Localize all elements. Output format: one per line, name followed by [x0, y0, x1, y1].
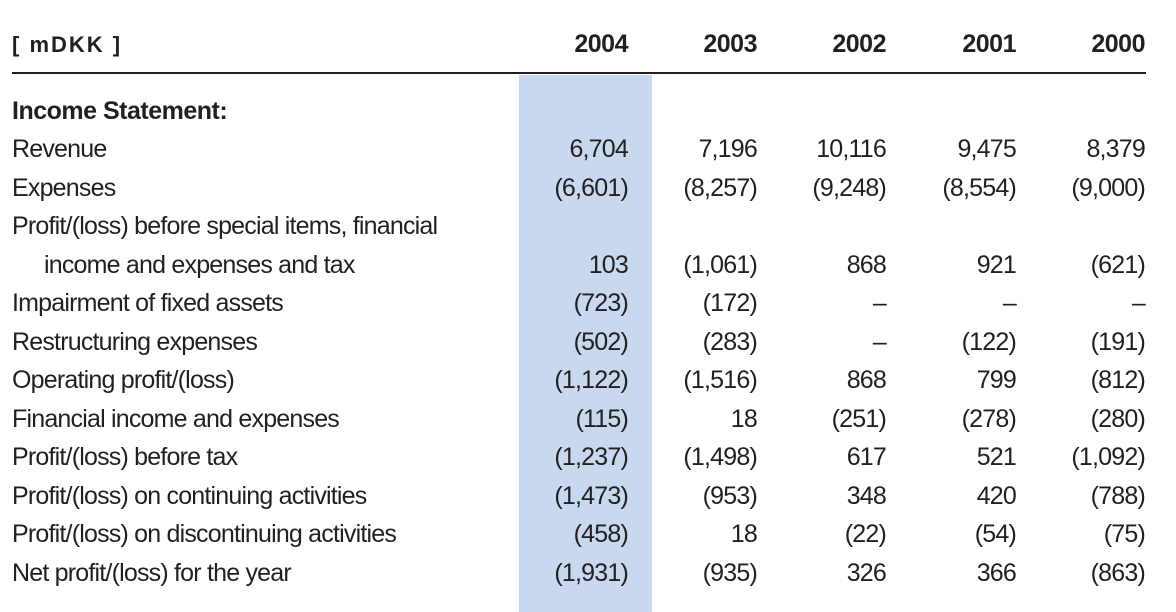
cell-2003: (8,257): [683, 173, 757, 202]
cell-2002: 10,116: [816, 135, 887, 163]
cell-2001: (278): [961, 404, 1017, 433]
table-header: [ mDKK ] 2004 2003 2002 2001 2000: [0, 30, 1176, 66]
cell-2002: –: [872, 289, 887, 317]
cell-2000: 8,379: [1086, 135, 1145, 163]
cell-2004: (1,122): [554, 366, 628, 394]
table-row: Profit/(loss) before special items, fina…: [0, 207, 1176, 245]
cell-2004: (1,473): [554, 481, 628, 510]
header-divider: [12, 72, 1146, 74]
cell-2004: 6,704: [569, 135, 628, 163]
cell-2003: 7,196: [698, 135, 757, 163]
row-label: Profit/(loss) on continuing activities: [12, 481, 367, 510]
cell-2001: (122): [961, 327, 1017, 356]
year-header-2000: 2000: [1091, 30, 1145, 58]
cell-2000: (280): [1090, 404, 1146, 433]
cell-2002: 348: [846, 481, 887, 510]
cell-2001: –: [1002, 289, 1017, 317]
cell-2004: (6,601): [554, 173, 628, 202]
cell-2002: (9,248): [812, 173, 886, 202]
cell-2003: (953): [702, 481, 758, 510]
cell-2000: (9,000): [1071, 173, 1145, 202]
current-year-highlight: [519, 75, 652, 612]
cell-2002: 617: [846, 443, 887, 471]
row-label: Expenses: [12, 173, 116, 202]
cell-2000: –: [1131, 289, 1146, 317]
cell-2002: 326: [846, 558, 887, 587]
cell-2000: (75): [1103, 520, 1146, 548]
cell-2002: 868: [846, 366, 887, 394]
cell-2003: (1,498): [683, 443, 757, 471]
cell-2001: 521: [976, 443, 1017, 471]
year-header-2001: 2001: [962, 30, 1016, 58]
cell-2001: 366: [976, 558, 1017, 587]
cell-2004: (502): [573, 327, 629, 356]
cell-2001: 9,475: [957, 135, 1016, 163]
year-header-2002: 2002: [832, 30, 886, 58]
cell-2000: (191): [1090, 327, 1146, 356]
table-row: Restructuring expenses (502) (283) – (122) (1…: [0, 323, 1176, 361]
table-row: Impairment of fixed assets (723) (172) – – –: [0, 284, 1176, 322]
cell-2003: (283): [702, 327, 758, 356]
table-row: Profit/(loss) before tax (1,237) (1,498) 61…: [0, 438, 1176, 476]
cell-2002: –: [872, 327, 887, 356]
cell-2001: 799: [976, 366, 1017, 394]
cell-2001: (54): [974, 520, 1017, 548]
row-label: Operating profit/(loss): [12, 366, 235, 394]
cell-2004: (458): [573, 520, 629, 548]
row-label: Revenue: [12, 135, 107, 163]
table-row: Expenses (6,601) (8,257) (9,248) (8,554) (9,0…: [0, 169, 1176, 207]
cell-2002: (251): [831, 404, 887, 433]
cell-2000: (863): [1090, 558, 1146, 587]
cell-2004: (723): [573, 289, 629, 317]
table-row: Profit/(loss) on continuing activities (1…: [0, 477, 1176, 515]
cell-2000: (812): [1090, 366, 1146, 394]
cell-2003: (1,516): [683, 366, 757, 394]
unit-label: [ mDKK ]: [12, 32, 123, 57]
year-header-2003: 2003: [703, 30, 757, 58]
table-row: Operating profit/(loss) (1,122) (1,516) 868…: [0, 361, 1176, 399]
row-label: Net profit/(loss) for the year: [12, 558, 292, 587]
table-row: Net profit/(loss) for the year (1,931) (93…: [0, 554, 1176, 592]
section-title: Income Statement:: [12, 97, 228, 125]
cell-2004: (115): [575, 404, 628, 433]
row-label: Financial income and expenses: [12, 404, 340, 433]
row-label: Profit/(loss) on discontinuing activitie…: [12, 520, 397, 548]
cell-2003: (172): [702, 289, 758, 317]
row-label: Profit/(loss) before special items, fina…: [12, 212, 438, 240]
cell-2000: (621): [1090, 250, 1146, 279]
row-label: income and expenses and tax: [44, 250, 355, 279]
cell-2003: 18: [730, 520, 758, 548]
cell-2004: (1,931): [554, 558, 628, 587]
cell-2003: 18: [730, 404, 758, 433]
table-row: income and expenses and tax 103 (1,061) 868…: [0, 246, 1176, 284]
year-header-2004: 2004: [574, 30, 628, 58]
cell-2003: (1,061): [683, 250, 757, 279]
cell-2003: (935): [702, 558, 758, 587]
cell-2001: (8,554): [942, 173, 1016, 202]
table-row: Profit/(loss) on discontinuing activitie…: [0, 515, 1176, 553]
section-row: Income Statement:: [0, 92, 1176, 130]
row-label: Impairment of fixed assets: [12, 289, 284, 317]
table-row: Financial income and expenses (115) 18 (251…: [0, 400, 1176, 438]
cell-2000: (1,092): [1071, 443, 1145, 471]
cell-2001: 921: [976, 250, 1017, 279]
cell-2004: 103: [588, 250, 629, 279]
row-label: Restructuring expenses: [12, 327, 258, 356]
cell-2000: (788): [1090, 481, 1146, 510]
cell-2004: (1,237): [554, 443, 628, 471]
row-label: Profit/(loss) before tax: [12, 443, 238, 471]
cell-2002: 868: [846, 250, 887, 279]
table-row: Revenue 6,704 7,196 10,116 9,475 8,379: [0, 130, 1176, 168]
cell-2002: (22): [844, 520, 887, 548]
cell-2001: 420: [976, 481, 1017, 510]
